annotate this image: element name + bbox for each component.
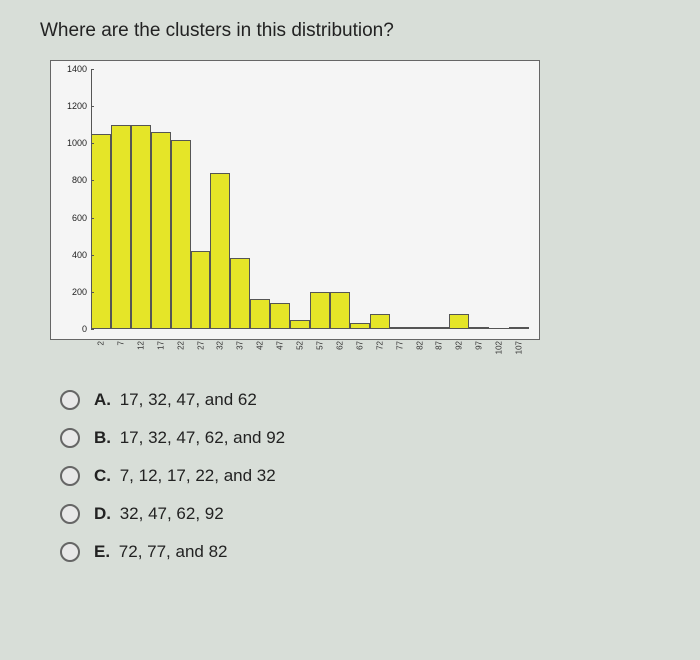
x-tick-label: 97 xyxy=(475,341,484,350)
histogram-bar xyxy=(310,292,330,329)
histogram-bar xyxy=(390,327,410,329)
x-tick-label: 27 xyxy=(196,341,205,350)
histogram-bar xyxy=(410,327,430,329)
histogram-chart: 0200400600800100012001400 27121722273237… xyxy=(50,60,540,340)
x-tick-label: 67 xyxy=(355,341,364,350)
answer-option[interactable]: A. 17, 32, 47, and 62 xyxy=(60,390,670,410)
x-tick-label: 22 xyxy=(176,341,185,350)
histogram-bar xyxy=(131,125,151,329)
x-tick-label: 37 xyxy=(236,341,245,350)
histogram-bar xyxy=(350,323,370,329)
radio-icon[interactable] xyxy=(60,504,80,524)
x-tick-label: 92 xyxy=(455,341,464,350)
histogram-bar xyxy=(111,125,131,329)
option-text: 7, 12, 17, 22, and 32 xyxy=(115,466,276,485)
answer-option[interactable]: D. 32, 47, 62, 92 xyxy=(60,504,670,524)
y-axis: 0200400600800100012001400 xyxy=(51,69,91,329)
option-key: C. xyxy=(94,466,111,485)
radio-icon[interactable] xyxy=(60,428,80,448)
option-text: 17, 32, 47, and 62 xyxy=(115,390,257,409)
option-key: A. xyxy=(94,390,111,409)
x-tick-label: 47 xyxy=(276,341,285,350)
plot-area xyxy=(91,69,529,329)
histogram-bar xyxy=(151,132,171,329)
option-label: E. 72, 77, and 82 xyxy=(94,542,228,562)
x-tick-label: 57 xyxy=(315,341,324,350)
y-tick-label: 600 xyxy=(72,213,87,223)
option-text: 72, 77, and 82 xyxy=(114,542,227,561)
y-tick-label: 0 xyxy=(82,324,87,334)
histogram-bar xyxy=(509,327,529,329)
radio-icon[interactable] xyxy=(60,466,80,486)
y-tick-label: 1000 xyxy=(67,138,87,148)
histogram-bar xyxy=(449,314,469,329)
option-key: B. xyxy=(94,428,111,447)
histogram-bar xyxy=(91,134,111,329)
histogram-bar xyxy=(330,292,350,329)
y-tick-label: 1200 xyxy=(67,101,87,111)
option-label: B. 17, 32, 47, 62, and 92 xyxy=(94,428,285,448)
histogram-bar xyxy=(429,327,449,329)
option-key: E. xyxy=(94,542,110,561)
radio-icon[interactable] xyxy=(60,542,80,562)
histogram-bar xyxy=(171,140,191,329)
radio-icon[interactable] xyxy=(60,390,80,410)
x-tick-label: 87 xyxy=(435,341,444,350)
x-axis: 2712172227323742475257626772778287929710… xyxy=(91,339,529,379)
option-text: 32, 47, 62, 92 xyxy=(115,504,224,523)
x-tick-label: 77 xyxy=(395,341,404,350)
x-tick-label: 52 xyxy=(296,341,305,350)
x-tick-label: 42 xyxy=(256,341,265,350)
answer-option[interactable]: B. 17, 32, 47, 62, and 92 xyxy=(60,428,670,448)
x-tick-label: 62 xyxy=(335,341,344,350)
x-tick-label: 102 xyxy=(495,341,504,354)
x-tick-label: 12 xyxy=(136,341,145,350)
y-tick-label: 800 xyxy=(72,175,87,185)
y-tick-label: 1400 xyxy=(67,64,87,74)
histogram-bar xyxy=(250,299,270,329)
x-tick-label: 32 xyxy=(216,341,225,350)
x-tick-label: 72 xyxy=(375,341,384,350)
x-tick-label: 2 xyxy=(96,341,105,345)
x-tick-label: 82 xyxy=(415,341,424,350)
question-text: Where are the clusters in this distribut… xyxy=(40,20,670,42)
option-label: A. 17, 32, 47, and 62 xyxy=(94,390,257,410)
x-tick-label: 107 xyxy=(515,341,524,354)
histogram-bar xyxy=(230,258,250,329)
histogram-bar xyxy=(270,303,290,329)
histogram-bar xyxy=(290,320,310,329)
answer-options: A. 17, 32, 47, and 62B. 17, 32, 47, 62, … xyxy=(60,390,670,562)
histogram-bar xyxy=(191,251,211,329)
bars-container xyxy=(91,69,529,329)
histogram-bar xyxy=(469,327,489,329)
answer-option[interactable]: C. 7, 12, 17, 22, and 32 xyxy=(60,466,670,486)
histogram-bar xyxy=(370,314,390,329)
option-text: 17, 32, 47, 62, and 92 xyxy=(115,428,285,447)
option-label: C. 7, 12, 17, 22, and 32 xyxy=(94,466,276,486)
histogram-bar xyxy=(210,173,230,329)
y-tick-label: 400 xyxy=(72,250,87,260)
x-tick-label: 17 xyxy=(156,341,165,350)
x-tick-label: 7 xyxy=(116,341,125,345)
answer-option[interactable]: E. 72, 77, and 82 xyxy=(60,542,670,562)
y-tick-label: 200 xyxy=(72,287,87,297)
option-label: D. 32, 47, 62, 92 xyxy=(94,504,224,524)
option-key: D. xyxy=(94,504,111,523)
